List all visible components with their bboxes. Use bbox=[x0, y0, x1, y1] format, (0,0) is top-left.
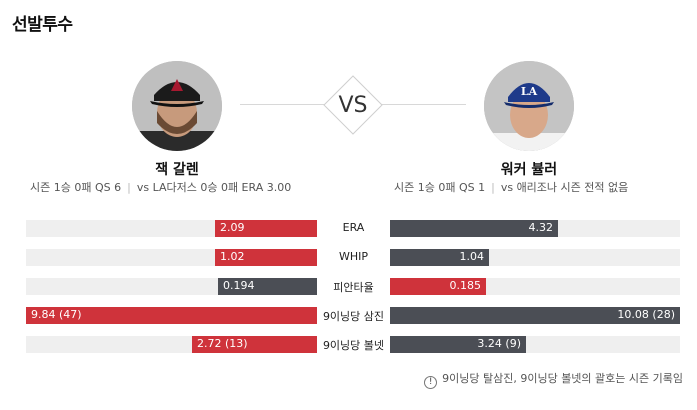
right-pitcher-photo: LA bbox=[484, 61, 574, 151]
right-bar-track: 3.24 (9) bbox=[390, 336, 680, 353]
footnote: ! 9이닝당 탈삼진, 9이닝당 볼넷의 괄호는 시즌 기록임 bbox=[424, 370, 683, 389]
left-stat-value: 9.84 (47) bbox=[31, 308, 82, 321]
right-bar-track: 4.32 bbox=[390, 220, 680, 237]
left-bar-track: 0.194 bbox=[26, 278, 317, 295]
right-stat-bar: 0.185 bbox=[390, 278, 486, 295]
left-pitcher-vs-record: vs LA다저스 0승 0패 ERA 3.00 bbox=[136, 181, 292, 194]
right-bar-track: 0.185 bbox=[390, 278, 680, 295]
left-pitcher-avatar[interactable] bbox=[132, 61, 222, 151]
left-bar-track: 1.02 bbox=[26, 249, 317, 266]
stat-label: WHIP bbox=[338, 250, 369, 263]
left-pitcher-summary: 시즌 1승 0패 QS 6 | vs LA다저스 0승 0패 ERA 3.00 bbox=[30, 179, 291, 195]
right-pitcher-summary: 시즌 1승 0패 QS 1 | vs 애리조나 시즌 전적 없음 bbox=[394, 179, 628, 195]
right-stat-bar: 10.08 (28) bbox=[390, 307, 680, 324]
left-bar-track: 2.72 (13) bbox=[26, 336, 317, 353]
right-pitcher-avatar[interactable]: LA bbox=[484, 61, 574, 151]
stat-row: 1.02 WHIP 1.04 bbox=[0, 249, 697, 266]
left-bar-track: 2.09 bbox=[26, 220, 317, 237]
vs-diamond bbox=[323, 75, 383, 135]
left-stat-value: 2.09 bbox=[220, 221, 245, 234]
left-pitcher-photo bbox=[132, 61, 222, 151]
left-pitcher-season: 시즌 1승 0패 QS 6 bbox=[30, 181, 122, 194]
separator: | bbox=[127, 181, 131, 194]
right-pitcher-season: 시즌 1승 0패 QS 1 bbox=[394, 181, 486, 194]
stat-label: 9이닝당 볼넷 bbox=[322, 339, 385, 352]
stat-label: ERA bbox=[342, 221, 365, 234]
vs-line-right bbox=[378, 104, 466, 105]
info-icon: ! bbox=[424, 376, 438, 389]
vs-line-left bbox=[240, 104, 328, 105]
left-stat-value: 1.02 bbox=[220, 250, 245, 263]
separator: | bbox=[491, 181, 495, 194]
svg-text:LA: LA bbox=[521, 85, 538, 98]
title: 선발투수 bbox=[12, 15, 73, 35]
left-stat-value: 2.72 (13) bbox=[197, 337, 248, 350]
left-stat-bar: 1.02 bbox=[215, 249, 317, 266]
left-bar-track: 9.84 (47) bbox=[26, 307, 317, 324]
right-pitcher-name[interactable]: 워커 뷸러 bbox=[500, 162, 558, 178]
stat-row: 0.194 피안타율 0.185 bbox=[0, 278, 697, 295]
left-stat-bar: 9.84 (47) bbox=[26, 307, 317, 324]
right-stat-bar: 3.24 (9) bbox=[390, 336, 526, 353]
footnote-text: 9이닝당 탈삼진, 9이닝당 볼넷의 괄호는 시즌 기록임 bbox=[442, 372, 683, 385]
right-stat-value: 1.04 bbox=[459, 250, 485, 263]
right-stat-value: 0.185 bbox=[449, 279, 482, 292]
stat-label: 피안타율 bbox=[333, 281, 374, 294]
left-stat-bar: 2.09 bbox=[215, 220, 317, 237]
left-stat-bar: 0.194 bbox=[218, 278, 317, 295]
left-stat-value: 0.194 bbox=[223, 279, 255, 292]
right-stat-value: 3.24 (9) bbox=[477, 337, 521, 350]
right-bar-track: 10.08 (28) bbox=[390, 307, 680, 324]
left-stat-bar: 2.72 (13) bbox=[192, 336, 317, 353]
right-stat-value: 10.08 (28) bbox=[617, 308, 675, 321]
vs-label: VS bbox=[338, 93, 368, 118]
right-stat-bar: 1.04 bbox=[390, 249, 489, 266]
right-bar-track: 1.04 bbox=[390, 249, 680, 266]
stat-row: 2.72 (13) 9이닝당 볼넷 3.24 (9) bbox=[0, 336, 697, 353]
stat-row: 9.84 (47) 9이닝당 삼진 10.08 (28) bbox=[0, 307, 697, 324]
right-pitcher-vs-record: vs 애리조나 시즌 전적 없음 bbox=[500, 181, 629, 194]
right-stat-bar: 4.32 bbox=[390, 220, 558, 237]
stat-label: 9이닝당 삼진 bbox=[322, 310, 385, 323]
stat-row: 2.09 ERA 4.32 bbox=[0, 220, 697, 237]
right-stat-value: 4.32 bbox=[528, 221, 554, 234]
left-pitcher-name[interactable]: 잭 갈렌 bbox=[155, 162, 199, 178]
